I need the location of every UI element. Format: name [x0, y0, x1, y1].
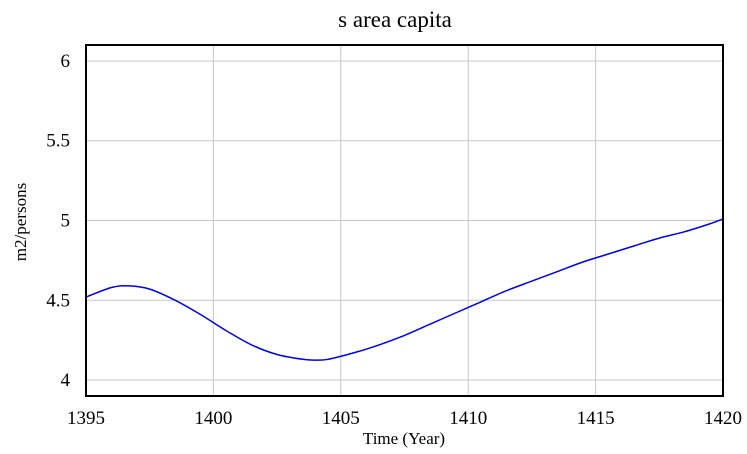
- y-tick-label: 6: [61, 51, 71, 72]
- series-line: [85, 218, 724, 361]
- chart-title: s area capita: [338, 7, 452, 32]
- y-tick-label: 4: [61, 370, 71, 391]
- x-axis-label: Time (Year): [363, 429, 445, 448]
- x-tick-label: 1400: [194, 408, 232, 429]
- x-axis: 1395 1400 1405 1410 1415 1420: [67, 408, 742, 429]
- x-tick-label: 1405: [322, 408, 360, 429]
- plot-area-border: [85, 44, 724, 397]
- y-tick-label: 5.5: [46, 131, 70, 152]
- y-tick-label: 5: [61, 211, 71, 232]
- x-tick-label: 1410: [449, 408, 487, 429]
- grid: [86, 45, 723, 396]
- y-axis-label: m2/persons: [11, 183, 30, 261]
- y-tick-label: 4.5: [46, 290, 70, 311]
- x-tick-label: 1420: [704, 408, 742, 429]
- series-layer: [85, 218, 724, 361]
- y-axis: 4 4.5 5 5.5 6: [46, 51, 70, 391]
- x-tick-label: 1395: [67, 408, 105, 429]
- x-tick-label: 1415: [577, 408, 615, 429]
